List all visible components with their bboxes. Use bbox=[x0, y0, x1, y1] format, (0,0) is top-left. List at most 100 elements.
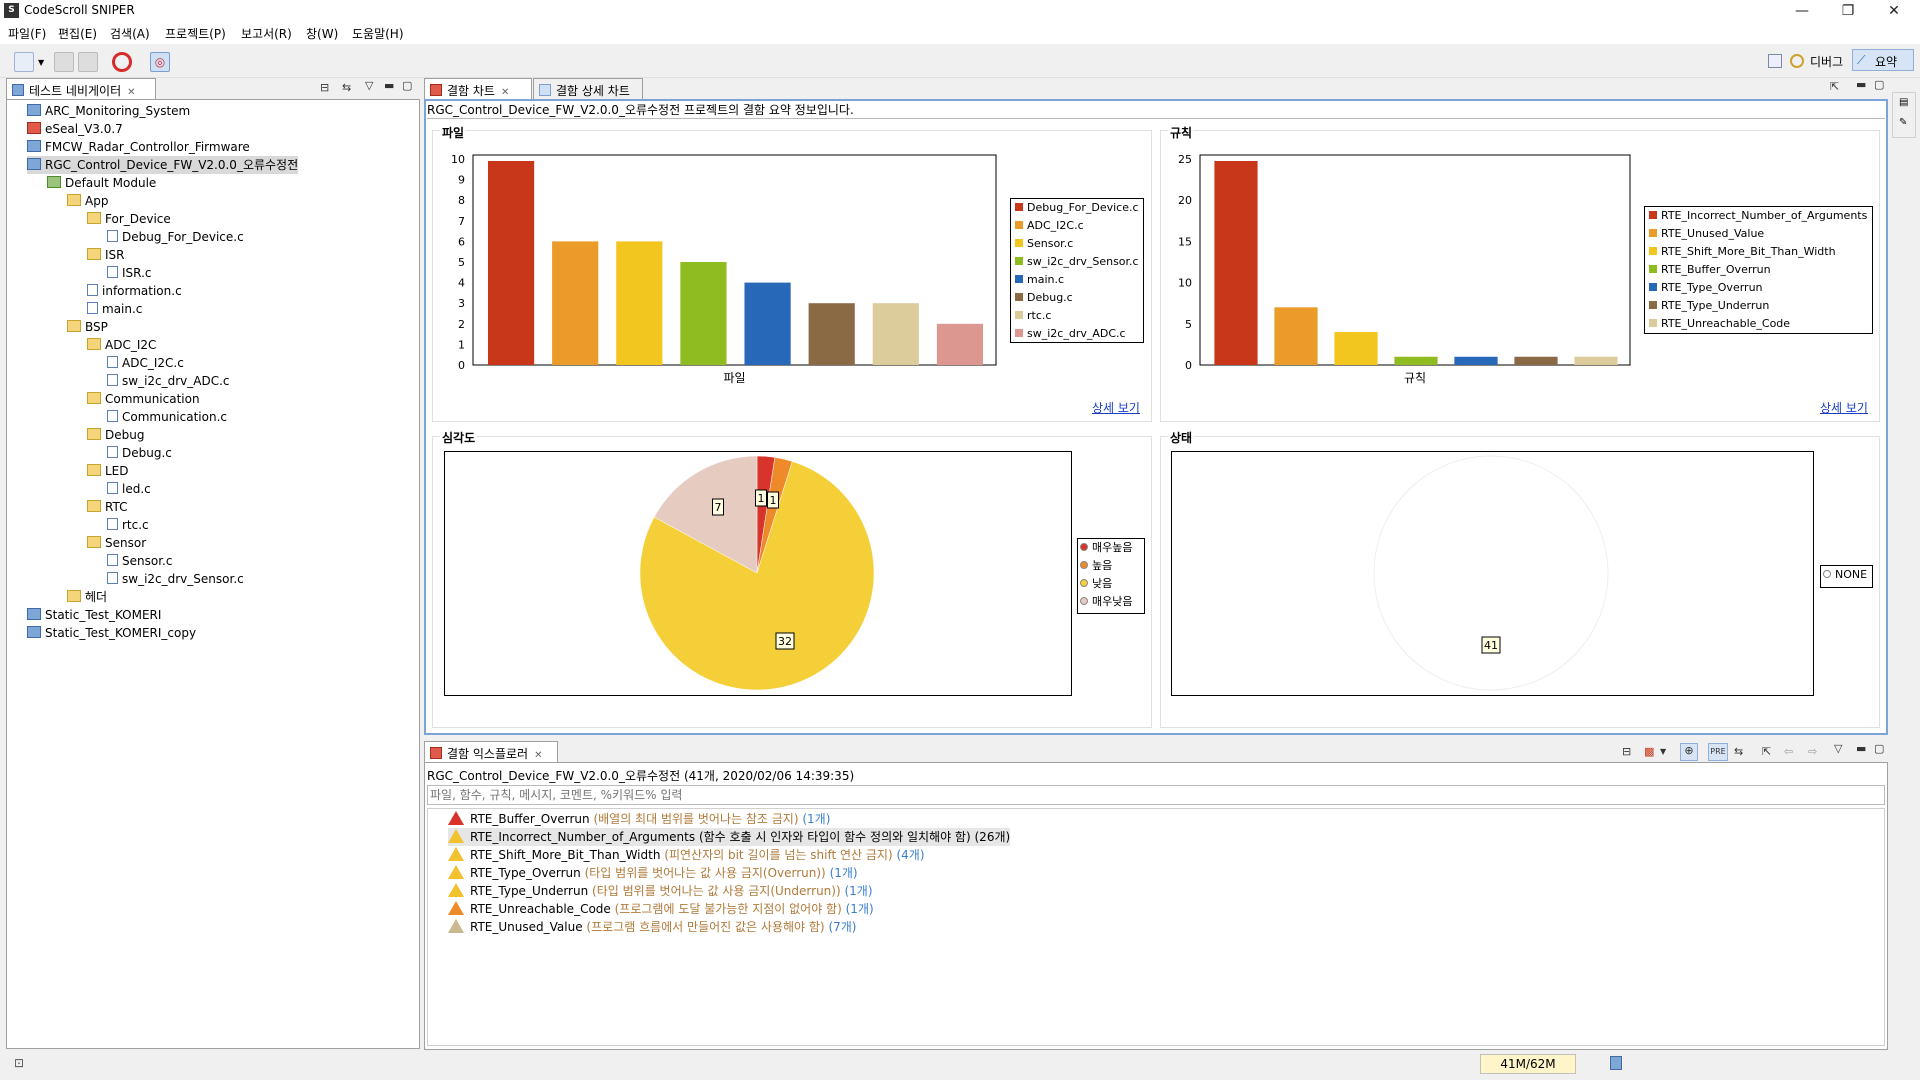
minimize-view-icon[interactable]: ▬ bbox=[1856, 78, 1867, 91]
tree-item[interactable]: RTC bbox=[87, 498, 127, 516]
restore-icon[interactable]: ▤ bbox=[1899, 97, 1909, 108]
analysis-icon[interactable]: ◎ bbox=[150, 52, 170, 72]
tree-item[interactable]: Communication bbox=[87, 390, 200, 408]
tab-defect-explorer[interactable]: 결함 익스플로러 ✕ bbox=[424, 741, 558, 763]
export-icon[interactable]: ⇱ bbox=[1762, 745, 1772, 758]
save-icon[interactable] bbox=[54, 52, 74, 72]
menu-file[interactable]: 파일(F) bbox=[8, 27, 47, 41]
dropdown-arrow-icon[interactable]: ▼ bbox=[38, 58, 45, 67]
defect-filter-input[interactable] bbox=[427, 785, 1885, 805]
close-icon[interactable]: ✕ bbox=[534, 750, 543, 761]
collapse-all-icon[interactable]: ⊟ bbox=[1622, 745, 1632, 758]
maximize-view-icon[interactable]: ▢ bbox=[1874, 78, 1885, 91]
menu-help[interactable]: 도움말(H) bbox=[352, 27, 404, 41]
tree-item[interactable]: main.c bbox=[87, 300, 142, 318]
close-icon[interactable]: ✕ bbox=[127, 87, 136, 98]
minimize-view-icon[interactable]: ▬ bbox=[1856, 742, 1867, 755]
tree-item[interactable]: Static_Test_KOMERI bbox=[27, 606, 161, 624]
bar bbox=[680, 262, 727, 365]
debug-perspective-icon[interactable] bbox=[1790, 54, 1804, 68]
tree-item[interactable]: Sensor bbox=[87, 534, 146, 552]
tree-item[interactable]: rtc.c bbox=[107, 516, 149, 534]
menu-project[interactable]: 프로젝트(P) bbox=[165, 27, 226, 41]
export-icon[interactable]: ⇱ bbox=[1830, 80, 1840, 93]
defect-row[interactable]: RTE_Unreachable_Code (프로그램에 도달 불가능한 지점이 … bbox=[448, 900, 874, 918]
defect-rule: RTE_Unreachable_Code bbox=[470, 902, 611, 916]
tree-item[interactable]: Default Module bbox=[47, 174, 156, 192]
tree-item[interactable]: ADC_I2C bbox=[87, 336, 156, 354]
back-icon[interactable]: ⇦ bbox=[1784, 745, 1794, 758]
maximize-view-icon[interactable]: ▢ bbox=[1874, 742, 1885, 755]
new-icon[interactable] bbox=[14, 52, 34, 72]
tree-item[interactable]: Debug.c bbox=[107, 444, 172, 462]
tree-item[interactable]: FMCW_Radar_Controllor_Firmware bbox=[27, 138, 250, 156]
open-perspective-icon[interactable] bbox=[1768, 54, 1782, 68]
bar bbox=[616, 241, 663, 365]
tree-item[interactable]: ARC_Monitoring_System bbox=[27, 102, 190, 120]
project-icon bbox=[27, 608, 41, 620]
minimize-view-icon[interactable]: ▬ bbox=[384, 79, 395, 92]
zoom-icon[interactable]: ⊕ bbox=[1680, 743, 1698, 761]
file-detail-link[interactable]: 상세 보기 bbox=[1092, 401, 1140, 415]
link-editor-icon[interactable]: ⇆ bbox=[342, 81, 352, 94]
defect-row[interactable]: RTE_Incorrect_Number_of_Arguments (함수 호출… bbox=[448, 828, 1011, 846]
tree-item[interactable]: eSeal_V3.0.7 bbox=[27, 120, 123, 138]
defect-row[interactable]: RTE_Shift_More_Bit_Than_Width (피연산자의 bit… bbox=[448, 846, 925, 864]
tree-item[interactable]: information.c bbox=[87, 282, 182, 300]
tree-item[interactable]: RGC_Control_Device_FW_V2.0.0_오류수정전 bbox=[27, 156, 299, 174]
tree-item[interactable]: Communication.c bbox=[107, 408, 227, 426]
debug-perspective-label[interactable]: 디버그 bbox=[1810, 55, 1844, 69]
sync-icon[interactable]: ⇆ bbox=[1734, 745, 1744, 758]
tree-item[interactable]: Debug_For_Device.c bbox=[107, 228, 244, 246]
defect-row[interactable]: RTE_Unused_Value (프로그램 흐름에서 만들어진 값은 사용해야… bbox=[448, 918, 856, 936]
tree-item[interactable]: Static_Test_KOMERI_copy bbox=[27, 624, 196, 642]
tree-item-label: ADC_I2C bbox=[105, 338, 157, 352]
pre-icon[interactable]: PRE bbox=[1708, 743, 1728, 761]
save-all-icon[interactable] bbox=[78, 52, 98, 72]
maximize-view-icon[interactable]: ▢ bbox=[402, 79, 413, 92]
tree-item[interactable]: Debug bbox=[87, 426, 144, 444]
tree-item[interactable]: App bbox=[67, 192, 108, 210]
file-chart-legend: Debug_For_Device.c ADC_I2C.c Sensor.c sw_i2… bbox=[1010, 198, 1144, 343]
tree-item[interactable]: sw_i2c_drv_Sensor.c bbox=[107, 570, 244, 588]
summary-perspective-button[interactable]: ⟋ 요약 bbox=[1852, 49, 1914, 71]
tree-item[interactable]: Sensor.c bbox=[107, 552, 172, 570]
menu-report[interactable]: 보고서(R) bbox=[241, 27, 292, 41]
trash-icon[interactable] bbox=[1610, 1056, 1622, 1070]
collapse-all-icon[interactable]: ⊟ bbox=[320, 81, 330, 94]
tab-defect-chart[interactable]: 결함 차트 ✕ bbox=[424, 78, 532, 100]
menu-edit[interactable]: 편집(E) bbox=[58, 27, 98, 41]
legend-swatch bbox=[1015, 275, 1023, 283]
defect-row[interactable]: RTE_Type_Overrun (타입 범위를 벗어나는 값 사용 금지(Ov… bbox=[448, 864, 858, 882]
close-button[interactable]: ✕ bbox=[1888, 3, 1900, 19]
tree-item[interactable]: sw_i2c_drv_ADC.c bbox=[107, 372, 230, 390]
tree-item[interactable]: ISR.c bbox=[107, 264, 151, 282]
defect-row[interactable]: RTE_Buffer_Overrun (배열의 최대 범위를 벗어나는 참조 금… bbox=[448, 810, 830, 828]
rule-detail-link[interactable]: 상세 보기 bbox=[1820, 401, 1868, 415]
close-icon[interactable]: ✕ bbox=[500, 87, 510, 98]
tree-item[interactable]: led.c bbox=[107, 480, 151, 498]
defect-row[interactable]: RTE_Type_Underrun (타입 범위를 벗어나는 값 사용 금지(U… bbox=[448, 882, 873, 900]
tab-test-navigator[interactable]: 테스트 네비게이터 ✕ bbox=[6, 78, 156, 100]
forward-icon[interactable]: ⇨ bbox=[1808, 745, 1818, 758]
tree-item[interactable]: ISR bbox=[87, 246, 125, 264]
menu-search[interactable]: 검색(A) bbox=[110, 27, 150, 41]
dropdown-arrow-icon[interactable]: ▼ bbox=[1660, 747, 1667, 756]
tree-item[interactable]: BSP bbox=[67, 318, 108, 336]
view-menu-icon[interactable]: ▽ bbox=[365, 79, 374, 92]
tree-item[interactable]: For_Device bbox=[87, 210, 171, 228]
maximize-button[interactable]: ❐ bbox=[1841, 3, 1855, 19]
fast-view-icon[interactable]: ⊡ bbox=[14, 1056, 25, 1070]
c-file-icon bbox=[107, 266, 118, 278]
view-menu-icon[interactable]: ▽ bbox=[1834, 742, 1843, 755]
legend-swatch bbox=[1080, 561, 1088, 569]
run-test-icon[interactable] bbox=[112, 52, 132, 72]
tasks-icon[interactable]: ✎ bbox=[1899, 117, 1908, 128]
filter-icon[interactable]: ▩ bbox=[1644, 745, 1655, 758]
minimize-button[interactable]: — bbox=[1795, 3, 1809, 19]
tab-defect-detail-chart[interactable]: 결함 상세 차트 bbox=[533, 78, 643, 100]
tree-item[interactable]: ADC_I2C.c bbox=[107, 354, 184, 372]
menu-window[interactable]: 창(W) bbox=[306, 27, 339, 41]
tree-item[interactable]: 헤더 bbox=[67, 588, 107, 606]
tree-item[interactable]: LED bbox=[87, 462, 129, 480]
